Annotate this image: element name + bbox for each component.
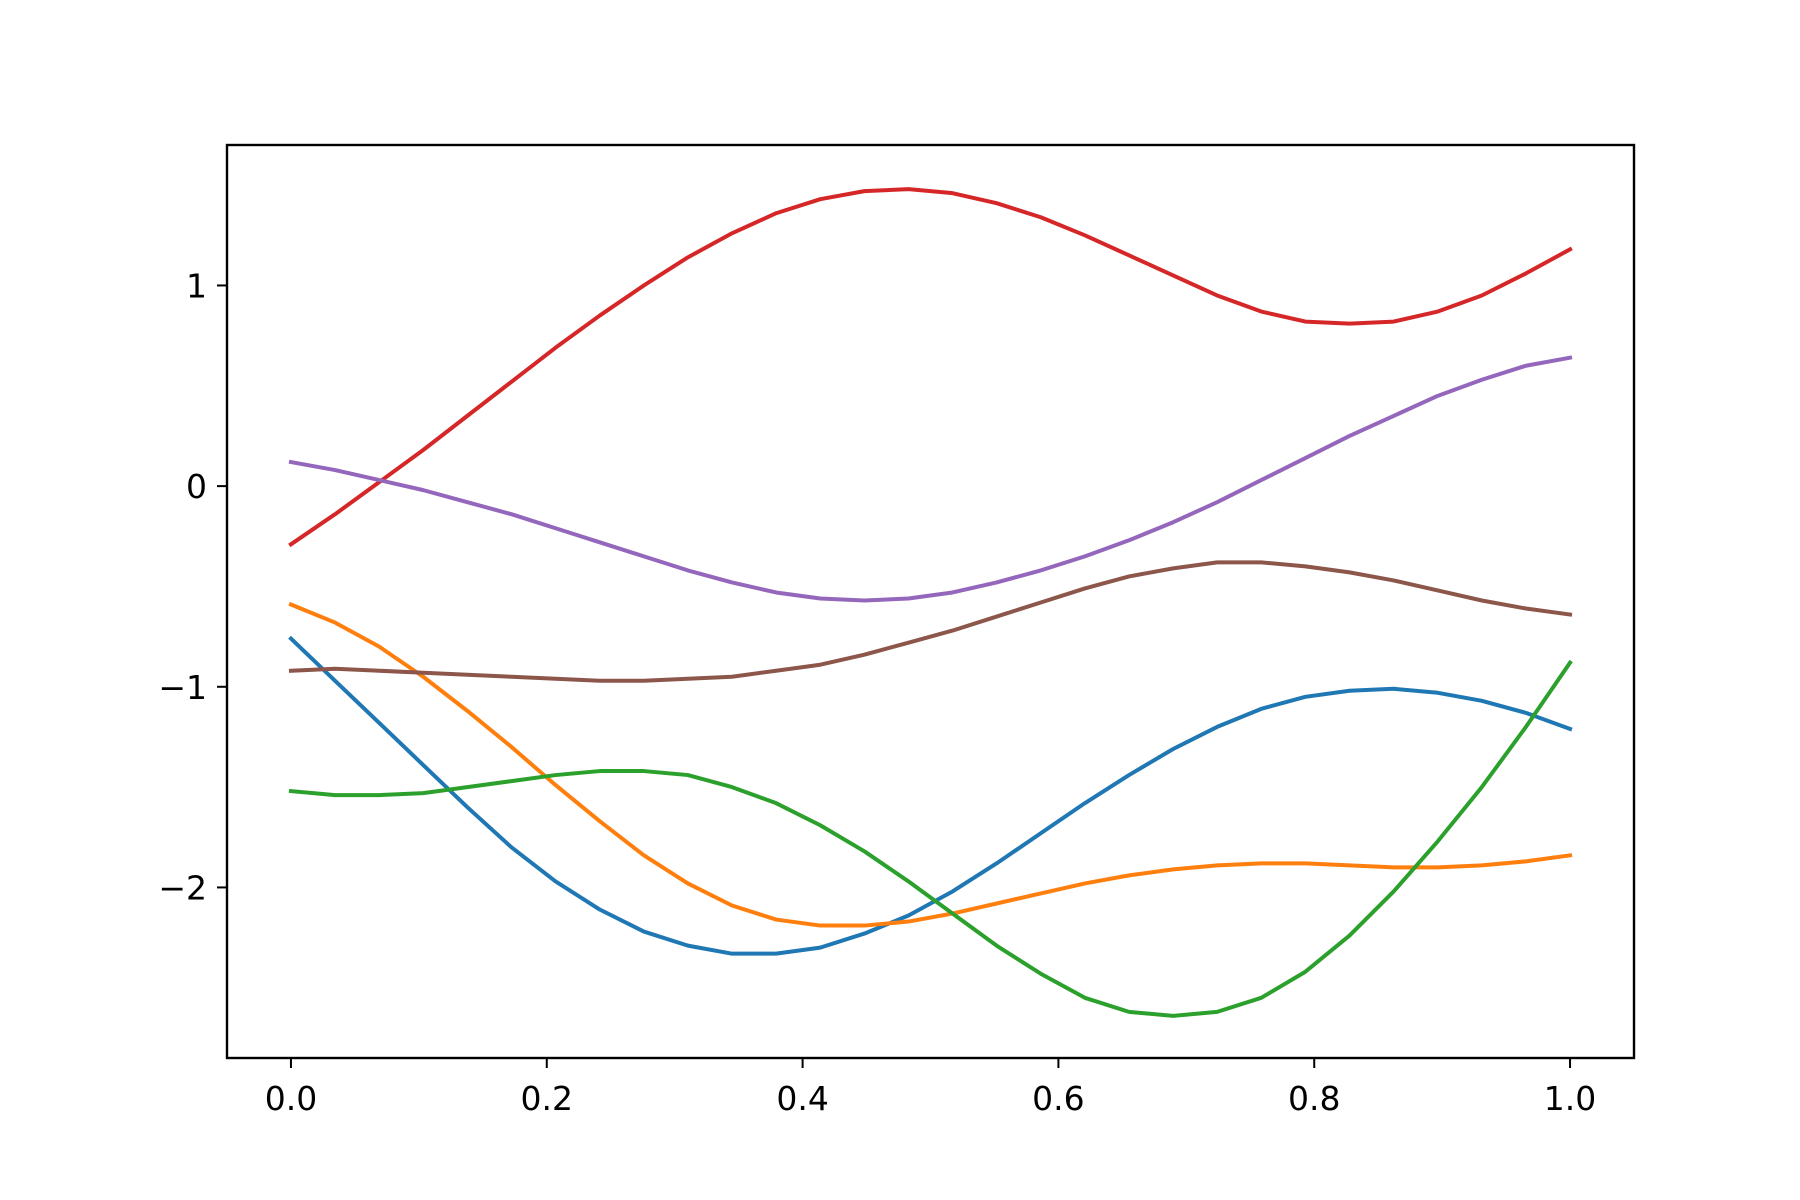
series-layer (288, 187, 1573, 1018)
y-tick-label: −2 (158, 868, 207, 907)
y-tick-label: −1 (158, 668, 207, 707)
y-tick-label: 1 (186, 266, 207, 305)
series-line-4 (288, 187, 1573, 548)
x-axis: 0.0 0.2 0.4 0.6 0.8 1.0 (265, 1058, 1596, 1118)
series-line-3 (288, 659, 1573, 1018)
plot-frame (225, 143, 1636, 1060)
x-tick-label: 0.6 (1032, 1079, 1084, 1118)
series-line-2 (288, 601, 1573, 928)
y-axis: −2 −1 0 1 (158, 266, 227, 907)
x-tick-label: 0.2 (521, 1079, 573, 1118)
x-tick-label: 0.8 (1288, 1079, 1340, 1118)
x-tick-label: 1.0 (1544, 1079, 1596, 1118)
series-line-6 (288, 560, 1573, 683)
series-line-5 (288, 355, 1573, 603)
series-line-1 (288, 635, 1573, 956)
x-tick-label: 0.0 (265, 1079, 317, 1118)
x-tick-label: 0.4 (776, 1079, 828, 1118)
y-tick-label: 0 (186, 467, 207, 506)
